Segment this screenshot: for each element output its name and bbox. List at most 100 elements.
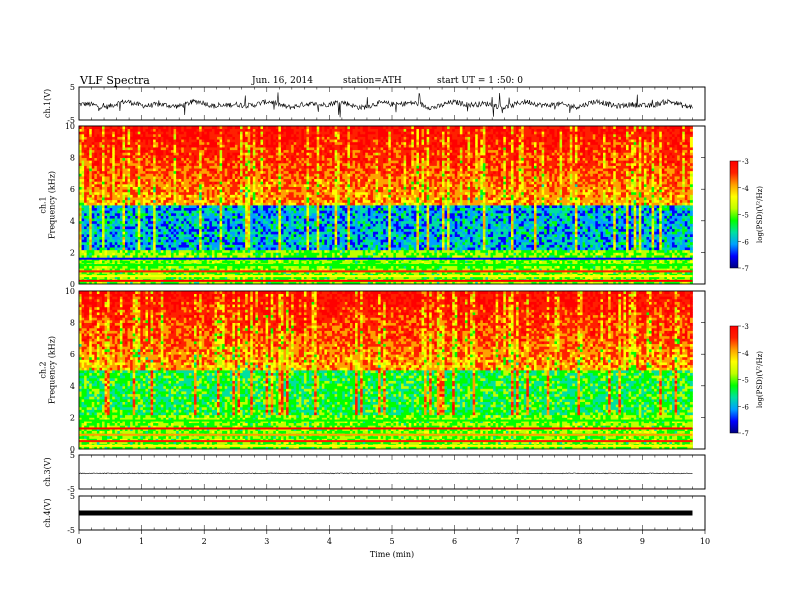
spectrogram-cell [79,210,82,214]
spectrogram-cell [245,149,249,153]
spectrogram-cell [263,276,266,280]
spectrogram-cell [250,133,254,137]
spectrogram-cell [270,152,274,156]
spectrogram-cell [229,273,233,277]
spectrogram-cell [135,128,139,132]
spectrogram-cell [204,215,208,219]
spectrogram-cell [119,191,123,195]
spectrogram-cell [278,178,282,182]
spectrogram-cell [255,128,259,132]
spectrogram-cell [247,152,251,156]
spectrogram-cell [79,223,82,227]
spectrogram-cell [214,141,218,145]
spectrogram-cell [229,186,233,190]
spectrogram-cell [127,197,131,201]
spectrogram-cell [257,268,261,272]
spectrogram-cell [178,141,182,145]
spectrogram-cell [178,133,182,137]
spectrogram-cell [171,176,174,180]
spectrogram-cell [222,215,226,219]
spectrogram-cell [237,244,241,248]
spectrogram-cell [140,241,144,245]
spectrogram-cell [91,241,95,245]
spectrogram-cell [109,205,113,209]
spectrogram-cell [194,152,197,156]
spectrogram-cell [86,223,90,227]
spectrogram-cell [89,241,93,245]
spectrogram-cell [86,131,90,135]
spectrogram-cell [125,173,128,177]
spectrogram-cell [176,154,180,158]
spectrogram-cell [206,236,210,240]
spectrogram-cell [206,173,210,177]
spectrogram-cell [237,260,241,264]
spectrogram-cell [252,131,256,135]
spectrogram-cell [191,228,195,232]
spectrogram-cell [140,236,144,240]
spectrogram-cell [119,249,123,253]
spectrogram-cell [125,255,128,259]
spectrogram-cell [209,281,213,285]
spectrogram-cell [84,168,88,172]
spectrogram-cell [137,260,141,264]
spectrogram-cell [127,144,131,148]
spectrogram-cell [132,252,136,256]
spectrogram-cell [224,157,228,161]
spectrogram-cell [273,144,277,148]
spectrogram-cell [119,260,123,264]
spectrogram-cell [255,144,259,148]
spectrogram-cell [232,178,236,182]
spectrogram-cell [125,141,128,145]
spectrogram-cell [181,128,185,132]
spectrogram-cell [278,260,282,264]
spectrogram-cell [99,273,103,277]
spectrogram-cell [155,189,159,193]
spectrogram-cell [247,226,251,230]
spectrogram-cell [219,162,223,166]
spectrogram-cell [135,168,139,172]
spectrogram-cell [132,154,136,158]
spectrogram-cell [183,239,187,243]
spectrogram-cell [81,212,85,216]
spectrogram-cell [227,199,231,203]
spectrogram-cell [96,141,100,145]
spectrogram-cell [96,149,100,153]
spectrogram-cell [127,157,131,161]
spectrogram-cell [260,215,264,219]
spectrogram-cell [222,223,226,227]
spectrogram-cell [191,231,195,235]
spectrogram-cell [153,165,157,169]
spectrogram-cell [278,136,282,140]
spectrogram-cell [196,186,200,190]
spectrogram-cell [252,281,256,285]
spectrogram-cell [260,144,264,148]
spectrogram-cell [245,265,249,269]
spectrogram-cell [150,241,154,245]
spectrogram-cell [119,170,123,174]
spectrogram-cell [252,205,256,209]
spectrogram-cell [178,241,182,245]
spectrogram-cell [137,244,141,248]
spectrogram-cell [168,176,172,180]
spectrogram-cell [127,233,131,237]
spectrogram-cell [112,160,116,164]
spectrogram-cell [148,154,151,158]
spectrogram-cell [194,136,197,140]
spectrogram-cell [163,165,167,169]
spectrogram-cell [211,126,215,130]
spectrogram-cell [122,199,126,203]
spectrogram-cell [219,189,223,193]
spectrogram-cell [79,131,82,135]
spectrogram-cell [155,165,159,169]
spectrogram-cell [278,191,282,195]
spectrogram-cell [89,165,93,169]
spectrogram-cell [278,255,282,259]
spectrogram-cell [79,194,82,198]
spectrogram-cell [127,255,131,259]
spectrogram-cell [183,228,187,232]
spectrogram-cell [132,168,136,172]
spectrogram-cell [273,247,277,251]
spectrogram-cell [102,183,105,187]
spectrogram-cell [165,173,169,177]
spectrogram-cell [117,170,121,174]
